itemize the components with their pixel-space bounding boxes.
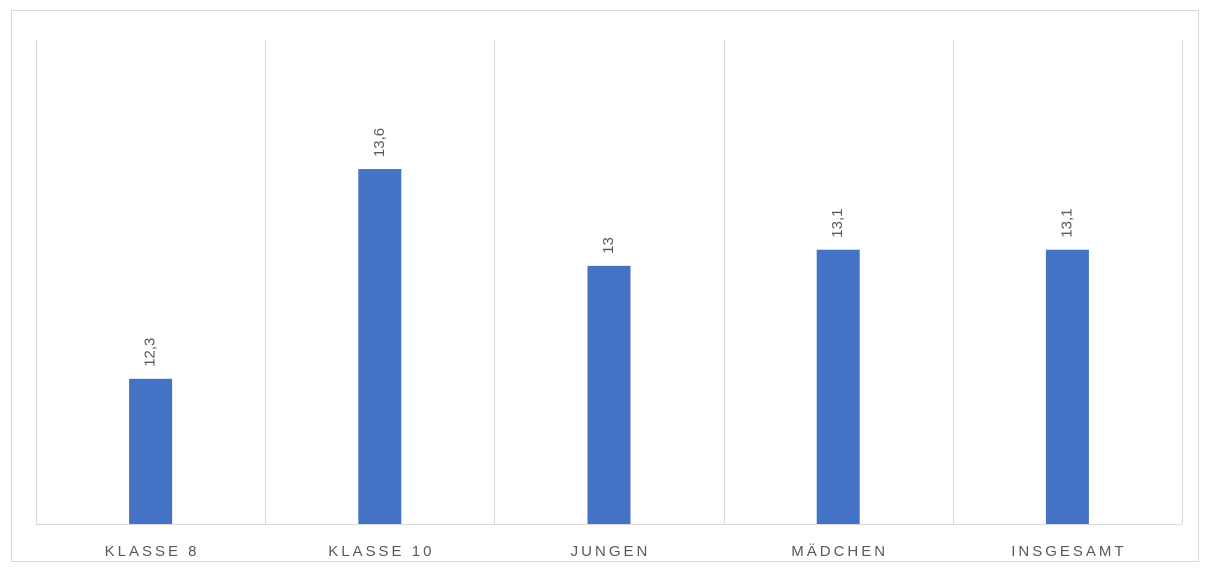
category-label: KLASSE 10 [328,543,434,560]
bar [1045,249,1089,524]
bar [816,249,860,524]
data-label: 13,1 [829,209,846,238]
data-label: 13,6 [371,128,388,157]
bar [358,169,402,525]
category-label: KLASSE 8 [105,543,200,560]
data-label: 12,3 [142,338,159,367]
bar [129,378,173,524]
category-label: INSGESAMT [1011,543,1126,560]
data-label: 13 [600,237,617,254]
category-label: JUNGEN [571,543,651,560]
data-label: 13,1 [1058,209,1075,238]
bar [587,265,631,524]
category-label: MÄDCHEN [791,543,888,560]
